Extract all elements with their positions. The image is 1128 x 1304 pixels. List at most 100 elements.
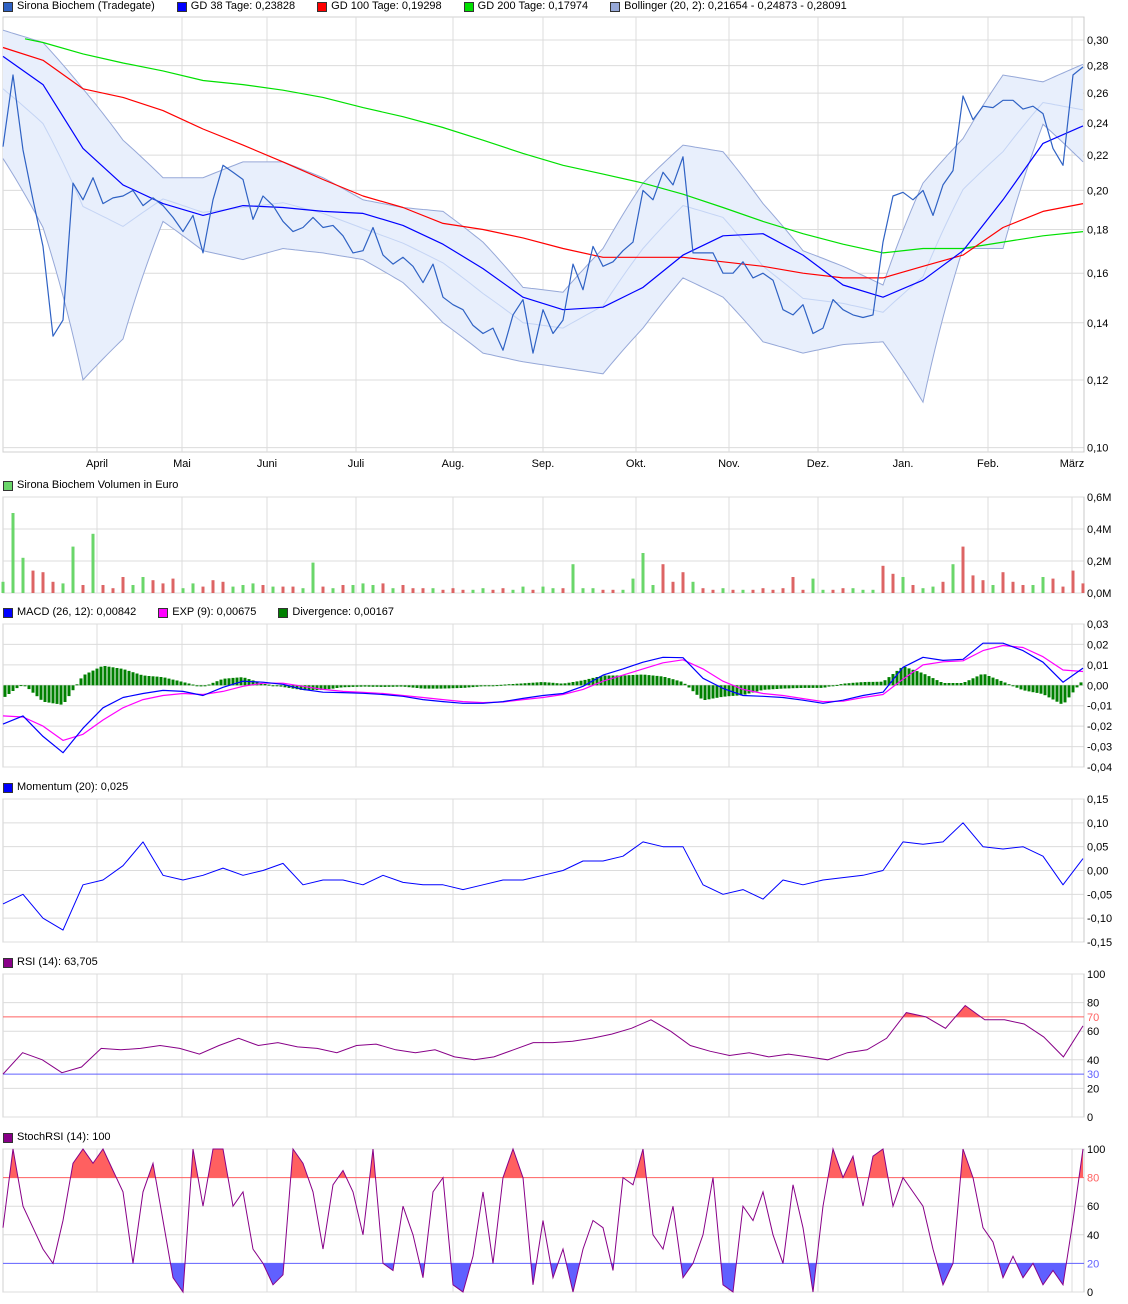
gd100-line <box>2 46 1084 279</box>
divergence-bar <box>819 685 823 688</box>
volume-bar <box>591 588 595 593</box>
divergence-bar <box>987 676 991 686</box>
volume-bar <box>611 589 615 593</box>
divergence-bar <box>499 684 503 686</box>
volume-bar <box>601 589 605 593</box>
volume-bar <box>531 589 535 593</box>
volume-bar <box>891 573 895 593</box>
x-tick-label: April <box>86 458 108 470</box>
divergence-bar <box>175 680 179 686</box>
divergence-bar <box>927 676 931 686</box>
volume-bar <box>801 589 805 593</box>
volume-bar <box>91 533 95 593</box>
y-tick-label: 40 <box>1087 1230 1099 1242</box>
divergence-bar <box>431 685 435 689</box>
volume-bar <box>251 583 255 593</box>
volume-bar <box>41 572 45 593</box>
volume-bar <box>381 583 385 593</box>
divergence-bar <box>179 681 183 686</box>
divergence-bar <box>327 685 331 690</box>
y-tick-label: 0 <box>1087 1112 1093 1124</box>
legend-item-gd100: GD 100 Tage: 0,19298 <box>317 0 442 13</box>
divergence-bar <box>23 685 27 687</box>
divergence-bar <box>523 683 527 686</box>
divergence-bar <box>1035 685 1039 693</box>
divergence-bar <box>703 685 707 700</box>
y-tick-label: -0,02 <box>1087 721 1112 733</box>
divergence-bar <box>195 685 199 687</box>
legend-momentum: Momentum (20): 0,025 <box>3 781 150 794</box>
volume-bar <box>461 589 465 593</box>
divergence-bar <box>483 685 487 687</box>
volume-bar <box>421 588 425 593</box>
divergence-bar <box>747 685 751 694</box>
divergence-bar <box>583 679 587 686</box>
volume-bar <box>451 588 455 593</box>
divergence-bar <box>807 685 811 688</box>
volume-bar <box>541 586 545 593</box>
divergence-bar <box>559 683 563 686</box>
divergence-bar <box>1047 685 1051 698</box>
divergence-bar <box>575 681 579 686</box>
divergence-bar <box>199 685 203 687</box>
divergence-bar <box>427 685 431 689</box>
volume-bar <box>51 581 55 593</box>
divergence-bar <box>759 685 763 691</box>
divergence-bar <box>791 685 795 689</box>
volume-bar <box>871 589 875 593</box>
divergence-bar <box>659 676 663 686</box>
divergence-bar <box>883 680 887 686</box>
volume-bar <box>971 575 975 593</box>
divergence-bar <box>351 685 355 687</box>
divergence-bar <box>967 680 971 686</box>
divergence-bar <box>823 685 827 688</box>
gd200-line <box>24 38 1084 254</box>
divergence-bar <box>995 679 999 686</box>
divergence-bar <box>567 682 571 686</box>
divergence-bar <box>675 680 679 686</box>
legend-swatch <box>3 782 13 793</box>
exp-line <box>2 644 1084 741</box>
divergence-bar <box>247 679 251 686</box>
volume-bar <box>11 513 15 593</box>
divergence-bar <box>271 685 275 687</box>
volume-bar <box>151 580 155 593</box>
legend-stochrsi: StochRSI (14): 100 <box>3 1131 133 1144</box>
volume-bar <box>271 586 275 593</box>
divergence-bar <box>103 666 107 686</box>
volume-bar <box>181 588 185 593</box>
divergence-bar <box>543 682 547 686</box>
volume-bar <box>21 557 25 593</box>
divergence-bar <box>899 667 903 686</box>
divergence-bar <box>999 680 1003 686</box>
divergence-bar <box>511 684 515 686</box>
divergence-bar <box>867 681 871 686</box>
volume-bar <box>761 588 765 593</box>
volume-bar <box>951 564 955 593</box>
divergence-bar <box>123 669 127 686</box>
divergence-bar <box>27 685 31 690</box>
legend-rsi: RSI (14): 63,705 <box>3 956 120 969</box>
divergence-bar <box>107 666 111 686</box>
divergence-bar <box>799 685 803 688</box>
volume-bar <box>681 572 685 593</box>
divergence-bar <box>519 683 523 686</box>
divergence-bar <box>63 685 67 702</box>
divergence-bar <box>443 685 447 689</box>
y-tick-label: 0,4M <box>1087 524 1111 536</box>
volume-bar <box>401 585 405 593</box>
divergence-bar <box>731 685 735 696</box>
divergence-bar <box>83 674 87 686</box>
stochrsi-line <box>2 1147 1084 1294</box>
volume-bar <box>1061 586 1065 593</box>
volume-bar <box>751 589 755 593</box>
upper-level-label: 70 <box>1087 1012 1099 1024</box>
divergence-bar <box>599 676 603 686</box>
divergence-bar <box>671 679 675 686</box>
y-tick-label: 0,12 <box>1087 375 1108 387</box>
y-tick-label: 0,10 <box>1087 443 1108 455</box>
divergence-bar <box>811 685 815 688</box>
y-tick-label: 0,02 <box>1087 639 1108 651</box>
volume-bar <box>641 553 645 593</box>
volume-bar <box>231 586 235 593</box>
